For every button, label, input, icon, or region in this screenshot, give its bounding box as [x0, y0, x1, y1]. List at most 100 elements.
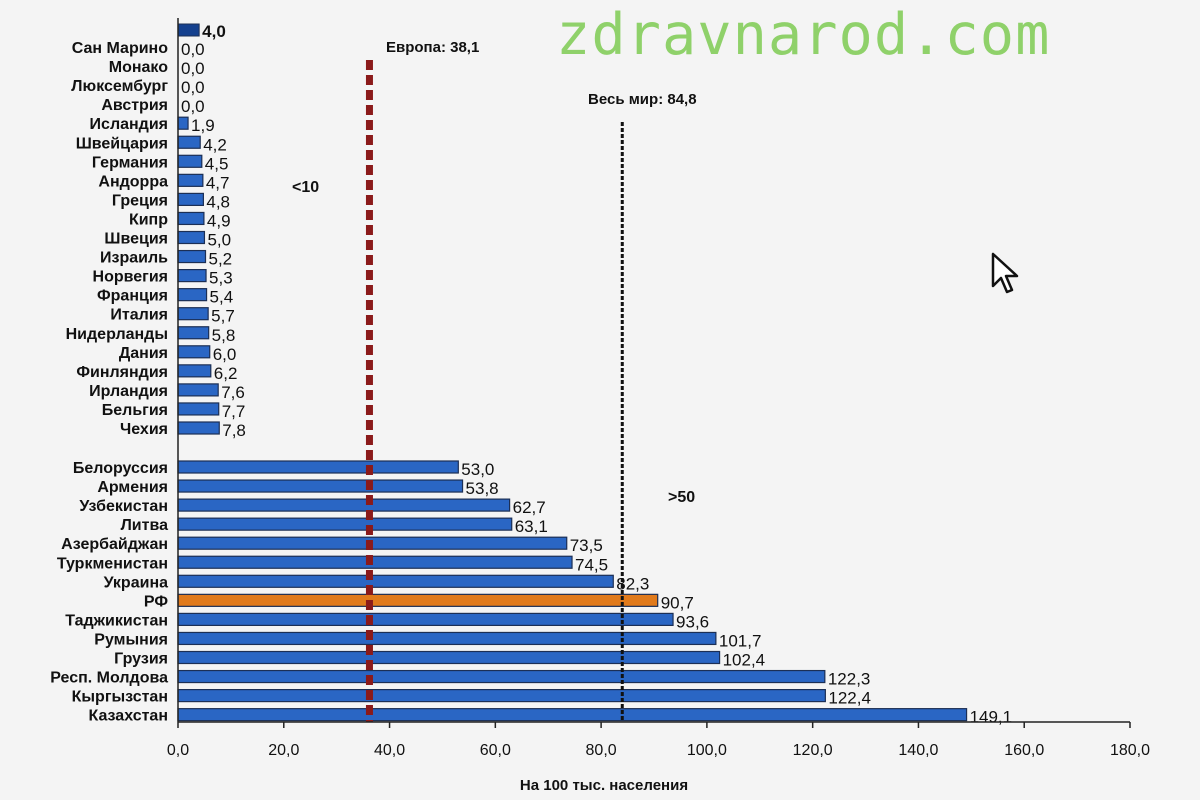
mouse-cursor-icon: [991, 252, 1019, 294]
bar-1-10: [177, 650, 721, 665]
category-label-0-7: Андорра: [98, 173, 168, 190]
bar-0-17: [177, 364, 212, 378]
bar-value-label-1-13: 149,1: [970, 708, 1013, 727]
bar-0-14: [177, 307, 209, 321]
x-tick-label-4: 80,0: [586, 742, 617, 759]
category-label-1-8: Таджикистан: [65, 612, 168, 629]
bar-value-label-1-8: 93,6: [676, 612, 709, 631]
bar-value-label-0-15: 5,8: [212, 326, 236, 345]
bar-top: [177, 23, 200, 37]
bar-value-label-0-11: 5,2: [209, 250, 233, 269]
x-tick-label-8: 160,0: [1004, 742, 1044, 759]
category-label-0-0: Сан Марино: [72, 40, 168, 57]
category-label-1-2: Узбекистан: [79, 498, 168, 515]
category-label-1-0: Белоруссия: [73, 460, 168, 477]
category-label-0-10: Швеция: [104, 231, 168, 248]
bar-value-label-0-3: 0,0: [181, 97, 205, 116]
bar-value-label-0-18: 7,6: [221, 383, 245, 402]
bar-value-label-0-2: 0,0: [181, 78, 205, 97]
bar-value-label-1-6: 82,3: [616, 574, 649, 593]
category-label-0-2: Люксембург: [71, 78, 168, 95]
bar-0-7: [177, 173, 204, 187]
bar-value-label-1-5: 74,5: [575, 555, 608, 574]
category-label-0-5: Швейцария: [76, 135, 168, 152]
bar-value-label-0-17: 6,2: [214, 364, 238, 383]
category-label-1-5: Туркменистан: [57, 555, 168, 572]
bar-1-5: [177, 555, 573, 569]
bar-value-label-0-4: 1,9: [191, 116, 215, 135]
bar-value-label-1-9: 101,7: [719, 631, 762, 650]
bar-0-9: [177, 211, 205, 226]
reference-label-europe: Европа: 38,1: [386, 39, 479, 56]
category-label-0-16: Дания: [119, 345, 168, 362]
bar-value-label-1-7: 90,7: [661, 593, 694, 612]
bar-0-4: [177, 116, 189, 130]
bar-value-label-0-14: 5,7: [211, 307, 235, 326]
bar-value-label-0-8: 4,8: [206, 192, 230, 211]
category-label-1-7: РФ: [144, 593, 168, 610]
category-label-1-1: Армения: [97, 479, 168, 496]
bar-1-1: [177, 479, 464, 493]
category-label-0-17: Финляндия: [76, 364, 168, 381]
bar-1-6: [177, 574, 614, 588]
bar-1-3: [177, 517, 513, 531]
x-axis-label: На 100 тыс. населения: [520, 777, 688, 794]
bar-value-label-1-1: 53,8: [466, 479, 499, 498]
bar-value-label-1-12: 122,4: [828, 689, 871, 708]
bar-value-label-0-20: 7,8: [222, 421, 246, 440]
bar-value-label-0-1: 0,0: [181, 59, 205, 78]
x-tick-label-1: 20,0: [268, 742, 299, 759]
bar-1-0: [177, 460, 459, 474]
category-label-1-6: Украина: [104, 574, 169, 591]
x-tick-label-9: 180,0: [1110, 742, 1150, 759]
x-tick-label-6: 120,0: [793, 742, 833, 759]
category-label-0-9: Кипр: [129, 211, 168, 228]
bar-value-label-0-0: 0,0: [181, 40, 205, 59]
category-label-0-18: Ирландия: [89, 383, 168, 400]
bar-0-18: [177, 383, 219, 397]
bar-value-label-0-16: 6,0: [213, 345, 237, 364]
bar-value-label-1-3: 63,1: [515, 517, 548, 536]
bar-0-19: [177, 402, 220, 416]
category-label-0-14: Италия: [110, 307, 168, 324]
bar-value-label-0-13: 5,4: [210, 288, 234, 307]
watermark-text: zdravnarod.com: [556, 2, 1051, 68]
bar-0-13: [177, 288, 208, 302]
category-label-0-20: Чехия: [120, 421, 168, 438]
bar-0-10: [177, 230, 206, 245]
category-label-0-13: Франция: [97, 288, 168, 305]
category-label-1-10: Грузия: [114, 651, 168, 668]
category-label-0-1: Монако: [109, 59, 168, 76]
category-label-1-12: Кыргызстан: [72, 689, 168, 706]
bar-value-label-1-4: 73,5: [570, 536, 603, 555]
reference-label-world: Весь мир: 84,8: [588, 91, 697, 108]
bar-value-label-0-7: 4,7: [206, 173, 230, 192]
bar-1-8: [177, 612, 674, 627]
bar-0-16: [177, 345, 211, 359]
bar-value-label-1-10: 102,4: [723, 651, 766, 670]
bar-value-label-0-10: 5,0: [207, 231, 231, 250]
category-label-0-3: Австрия: [101, 97, 168, 114]
category-label-0-4: Исландия: [90, 116, 168, 133]
bar-value-label-0-12: 5,3: [209, 269, 233, 288]
bar-1-2: [177, 498, 511, 512]
bar-1-9: [177, 631, 717, 646]
x-tick-label-2: 40,0: [374, 742, 405, 759]
bar-1-7: [177, 593, 659, 607]
category-label-1-11: Респ. Молдова: [50, 670, 168, 687]
bar-0-15: [177, 326, 210, 340]
bar-value-label-top: 4,0: [202, 22, 226, 41]
category-label-1-13: Казахстан: [89, 708, 169, 725]
bar-0-5: [177, 135, 201, 149]
category-label-0-8: Греция: [112, 192, 168, 209]
category-label-1-4: Азербайджан: [61, 536, 168, 553]
bar-value-label-0-6: 4,5: [205, 154, 229, 173]
x-tick-label-5: 100,0: [687, 742, 727, 759]
bar-value-label-0-5: 4,2: [203, 135, 227, 154]
bar-0-12: [177, 269, 207, 283]
bar-value-label-1-11: 122,3: [828, 670, 871, 689]
category-label-1-9: Румыния: [94, 631, 168, 648]
bar-1-12: [177, 688, 826, 703]
bar-0-20: [177, 421, 220, 435]
